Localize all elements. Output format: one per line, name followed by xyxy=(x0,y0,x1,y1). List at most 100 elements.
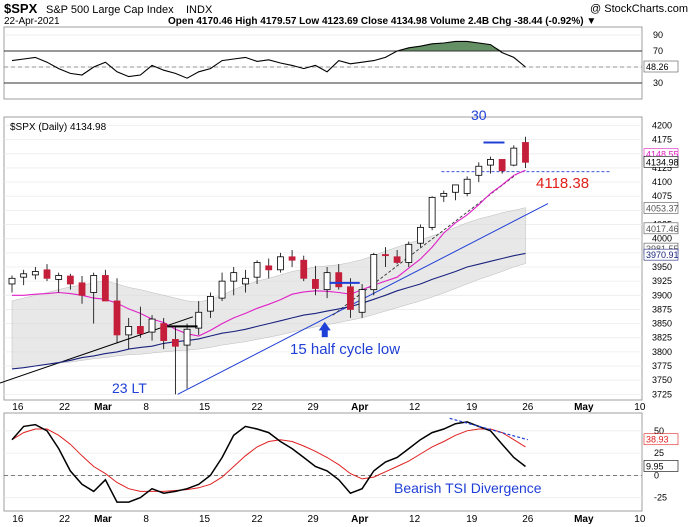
candle-body xyxy=(8,277,16,285)
price-tick-label: 4175 xyxy=(652,135,672,145)
x-axis-label: 15 xyxy=(199,402,211,413)
candle xyxy=(136,306,144,338)
candle-body xyxy=(113,300,121,336)
price-right-label-box xyxy=(643,222,679,235)
price-tick-label: 3775 xyxy=(652,361,672,371)
candle xyxy=(382,247,389,267)
x-axis-label: 26 xyxy=(522,514,534,525)
price-tick-label: 3825 xyxy=(652,333,672,343)
candle-body xyxy=(78,282,86,296)
x-axis-label: 22 xyxy=(59,514,71,525)
x-axis-label: 22 xyxy=(252,514,264,525)
candle xyxy=(195,300,203,335)
tsi-tick-label: 0 xyxy=(654,470,659,480)
candle-body xyxy=(510,147,518,166)
rsi-tick-label: 30 xyxy=(653,78,663,88)
price-right-label-box xyxy=(643,202,679,214)
tsi-tick-label: 50 xyxy=(654,426,664,436)
x-axis-label: 8 xyxy=(143,402,149,413)
candle-body xyxy=(405,243,413,263)
candle-body xyxy=(522,142,529,163)
candle xyxy=(101,269,109,302)
candle-body xyxy=(230,272,238,282)
x-axis-label: Apr xyxy=(351,514,368,525)
candle-body xyxy=(218,280,226,299)
annotation-half-cycle: 15 half cycle low xyxy=(290,341,400,358)
candle xyxy=(160,317,168,350)
candle xyxy=(241,269,249,293)
candle-body xyxy=(125,326,133,336)
price-right-label: 4148.55 xyxy=(646,150,679,160)
candle-body xyxy=(487,159,494,166)
x-axis-label: 12 xyxy=(409,514,421,525)
candle xyxy=(440,190,448,202)
candle xyxy=(43,264,51,282)
candle-body xyxy=(475,165,483,176)
candle xyxy=(66,273,74,290)
rsi-tick-label: 90 xyxy=(653,30,663,40)
tsi-signal-last: 38.93 xyxy=(646,435,669,445)
candle xyxy=(288,250,296,267)
candle xyxy=(253,260,261,284)
candle xyxy=(265,258,273,279)
price-band xyxy=(11,207,526,370)
annotation-tsi-divergence: Bearish TSI Divergence xyxy=(394,480,542,496)
price-legend: $SPX (Daily) 4134.98 xyxy=(10,122,107,133)
candle-body xyxy=(241,277,249,285)
arrow-up-icon xyxy=(318,321,331,338)
x-axis-label: 10 xyxy=(634,402,646,413)
annotation-level-value: 4118.38 xyxy=(536,175,589,192)
chart-date: 22-Apr-2021 xyxy=(4,16,60,27)
price-right-label: 3970.91 xyxy=(646,250,679,260)
candle-body xyxy=(90,275,98,293)
candle-body xyxy=(382,254,389,257)
candle xyxy=(90,272,98,324)
candle-body xyxy=(393,256,401,263)
price-tick-label: 3875 xyxy=(652,304,672,314)
watermark: @ StockCharts.com xyxy=(590,3,688,15)
candle xyxy=(405,241,413,267)
candle-body xyxy=(55,275,63,280)
candle-body xyxy=(66,275,74,285)
candle xyxy=(218,272,226,301)
candle-body xyxy=(370,254,378,291)
candle xyxy=(358,283,366,318)
x-axis-label: 29 xyxy=(308,514,320,525)
candle-body xyxy=(463,178,471,194)
tsi-line xyxy=(11,421,526,503)
price-right-label-box xyxy=(643,248,679,261)
candle xyxy=(8,275,16,293)
candle-body xyxy=(300,259,308,279)
candle-body xyxy=(43,269,51,279)
x-axis-label: 26 xyxy=(522,402,534,413)
x-axis-label: 22 xyxy=(252,402,264,413)
x-axis-label: 22 xyxy=(59,402,71,413)
tsi-last-box xyxy=(643,460,679,472)
candle xyxy=(498,159,506,174)
price-tick-label: 3725 xyxy=(652,389,672,399)
candle xyxy=(417,224,424,248)
rsi-last-value: 48.26 xyxy=(646,62,669,72)
candle-body xyxy=(288,256,296,261)
candle xyxy=(335,264,343,290)
candle-body xyxy=(440,193,448,197)
x-axis-label: 15 xyxy=(199,514,211,525)
price-right-label: 4134.98 xyxy=(646,157,679,167)
tsi-tick-label: 25 xyxy=(654,448,664,458)
ohlc-readout: Open 4170.46 High 4179.57 Low 4123.69 Cl… xyxy=(168,16,596,27)
x-axis-label: Apr xyxy=(351,402,368,413)
candle-body xyxy=(31,271,39,276)
price-right-label-box xyxy=(643,155,679,168)
ma-slow-line xyxy=(11,252,526,370)
candle-body xyxy=(335,272,343,288)
tsi-signal-line xyxy=(11,428,526,492)
candle xyxy=(113,278,121,344)
candle xyxy=(277,252,284,273)
candle-body xyxy=(136,326,144,335)
x-axis-label: May xyxy=(574,514,594,525)
candle-body xyxy=(312,279,319,289)
price-tick-label: 3900 xyxy=(652,290,672,300)
candle xyxy=(230,266,238,296)
candle xyxy=(183,323,191,389)
x-axis-label: Mar xyxy=(94,402,112,413)
